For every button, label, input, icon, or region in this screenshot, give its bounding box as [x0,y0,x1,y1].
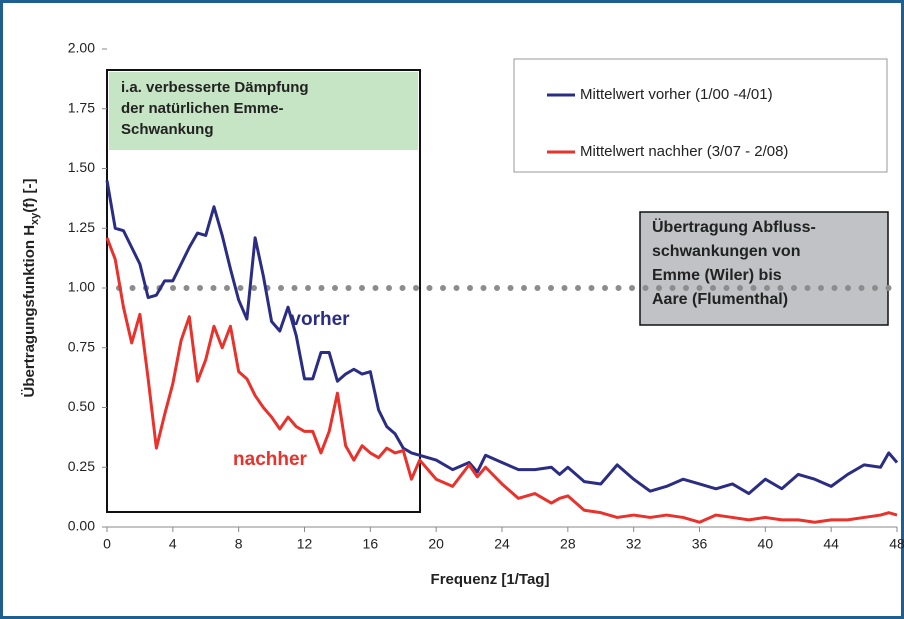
y-tick-label: 0.25 [68,458,95,474]
y-tick-label: 0.00 [68,518,95,534]
series-line [105,237,898,524]
x-tick-label: 4 [169,536,177,552]
gray-box-text: Aare (Flumenthal) [652,291,788,308]
series-line [105,180,899,496]
x-tick-label: 48 [889,536,904,552]
x-tick-label: 24 [494,536,510,552]
y-tick-label: 1.75 [68,99,95,115]
nachher-label: nachher [233,449,308,470]
y-label-sub: xy [29,212,41,225]
y-label-rest: (f) [-] [21,179,38,213]
x-tick-label: 32 [626,536,642,552]
y-tick-label: 0.75 [68,338,95,354]
gray-box-text: Emme (Wiler) bis [652,267,782,284]
x-axis-label: Frequenz [1/Tag] [431,571,550,588]
y-label-main: Übertragungsfunktion H [21,225,38,398]
x-tick-label: 8 [235,536,243,552]
x-tick-label: 16 [363,536,379,552]
green-box-text: der natürlichen Emme- [121,100,284,117]
y-tick-label: 1.00 [68,279,95,295]
highlight-region [106,69,421,513]
green-box-text: Schwankung [121,121,214,138]
green-box-text: i.a. verbesserte Dämpfung [121,79,309,96]
x-tick-label: 40 [758,536,774,552]
y-tick-label: 1.25 [68,219,95,235]
y-axis-label: Übertragungsfunktion Hxy(f) [-] [21,179,41,398]
y-tick-label: 0.50 [68,398,95,414]
gray-box [639,211,889,326]
legend-label: Mittelwert vorher (1/00 -4/01) [580,86,773,103]
vorher-label: vorher [290,309,350,330]
legend [513,58,888,173]
x-tick-label: 0 [103,536,111,552]
gray-box-text: schwankungen von [652,243,800,260]
x-tick-label: 28 [560,536,576,552]
green-box [109,72,418,150]
gray-box-text: Übertragung Abfluss- [652,217,816,236]
y-tick-label: 2.00 [68,40,95,56]
x-tick-label: 20 [428,536,444,552]
y-tick-label: 1.50 [68,159,95,175]
x-tick-label: 36 [692,536,708,552]
legend-label: Mittelwert nachher (3/07 - 2/08) [580,143,788,160]
x-tick-label: 44 [823,536,839,552]
x-tick-label: 12 [297,536,313,552]
